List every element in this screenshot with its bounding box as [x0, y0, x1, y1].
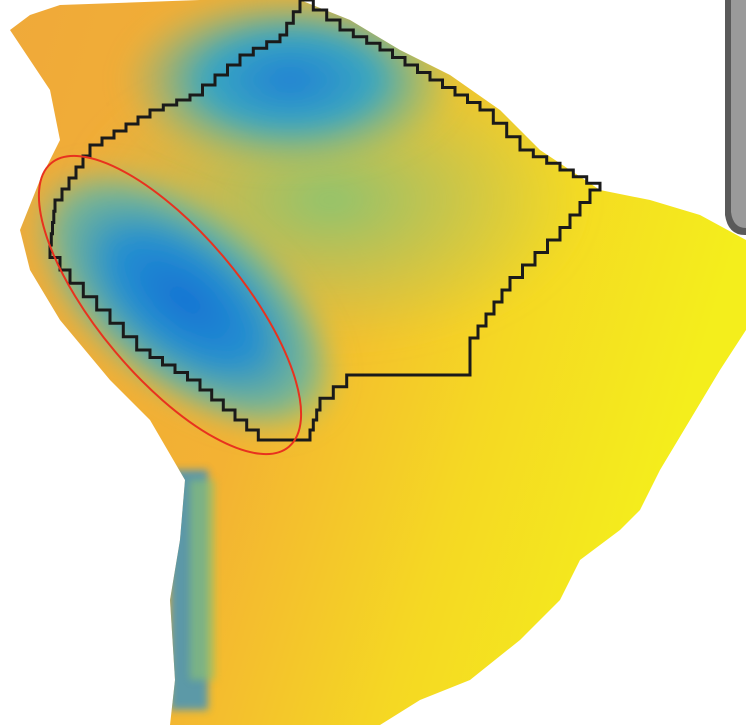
map [0, 0, 746, 725]
panel-inner [731, 0, 746, 228]
land [0, 0, 746, 725]
page: (() => { JSON.parse(document.getElementB… [0, 0, 746, 725]
